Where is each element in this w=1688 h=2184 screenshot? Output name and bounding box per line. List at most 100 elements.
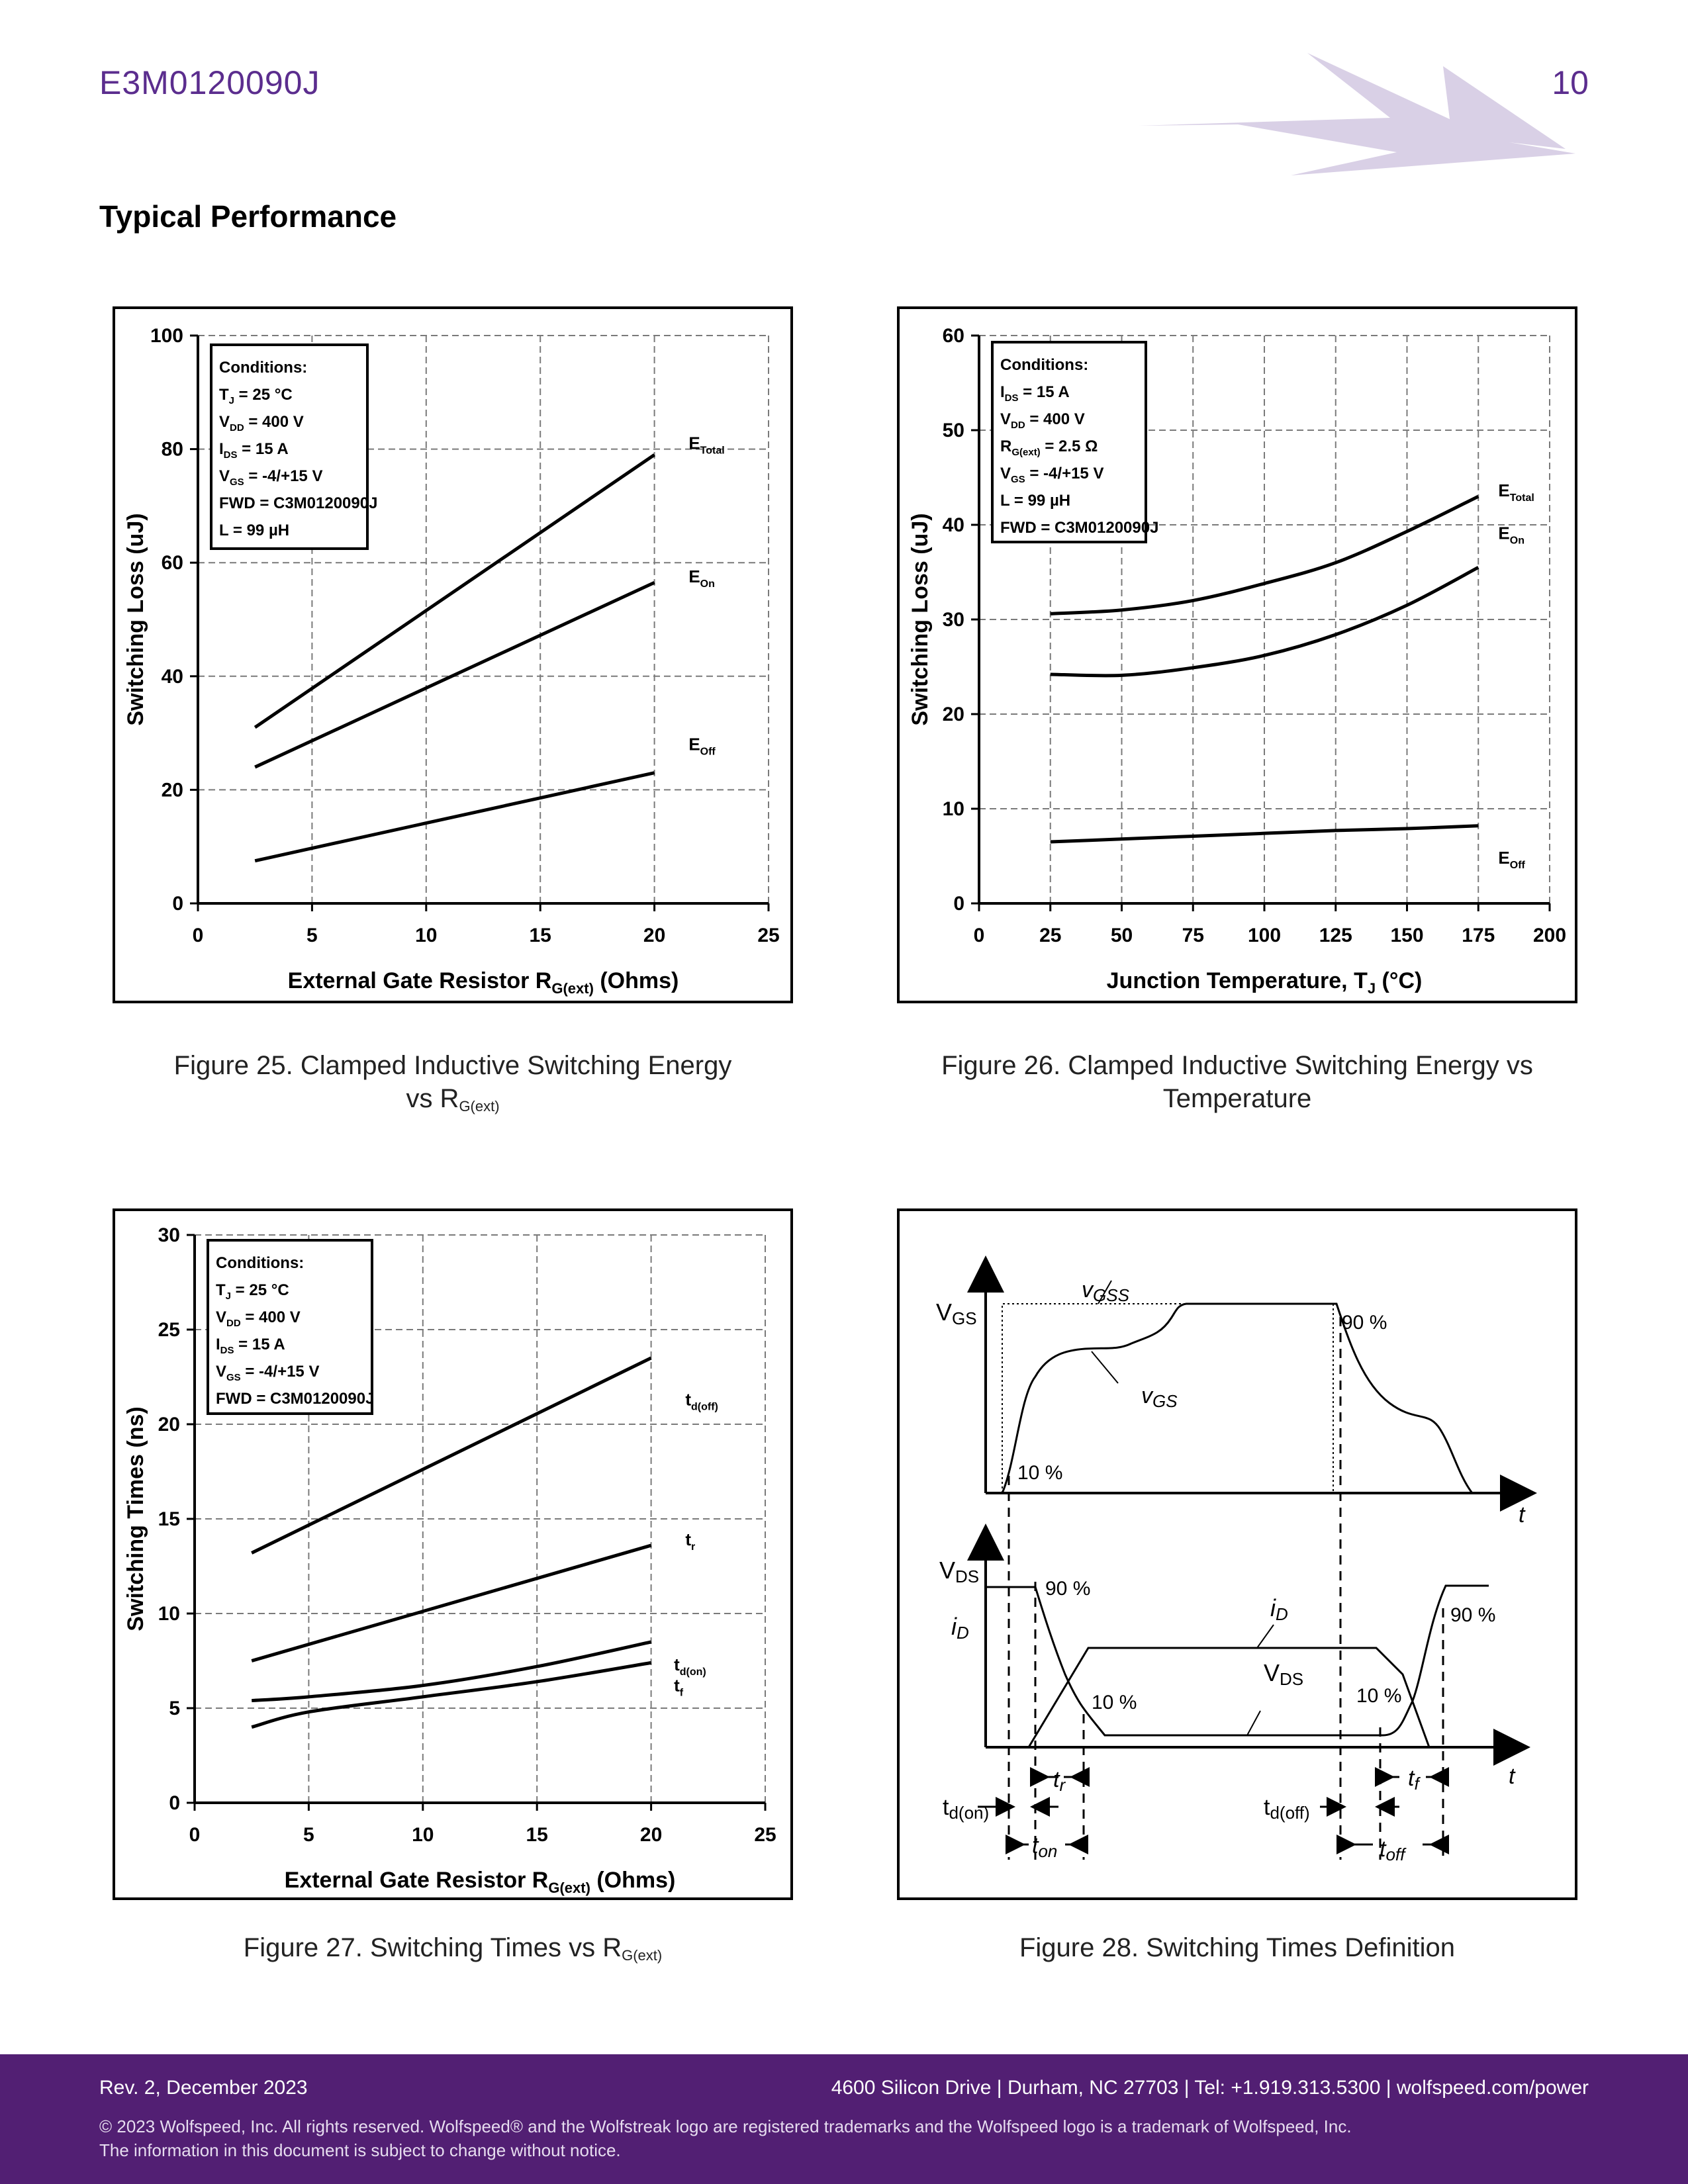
- vgs-axis-label: VGS: [936, 1298, 977, 1328]
- conditions-line: Conditions:: [219, 359, 307, 377]
- vds-90pct-right: 90 %: [1450, 1604, 1495, 1626]
- x-tick-label: 15: [526, 1824, 548, 1846]
- y-axis-label: Switching Loss (uJ): [908, 513, 933, 725]
- ton-label: ton: [1032, 1833, 1057, 1861]
- fig28-svg: VGS vGSS vGS 90 % 10 % t VDS iD 90 % 10 …: [936, 1255, 1537, 1864]
- conditions-line: VGS = -4/+15 V: [216, 1363, 319, 1383]
- section-title: Typical Performance: [99, 199, 397, 234]
- wolfstreak-logo-icon: [1139, 53, 1575, 175]
- figure-25-caption: Figure 25. Clamped Inductive Switching E…: [113, 1049, 793, 1123]
- series-line-eon: [1050, 566, 1479, 678]
- tdon-label: td(on): [943, 1795, 989, 1823]
- bottom-t-label: t: [1509, 1764, 1516, 1789]
- conditions-line: VDD = 400 V: [216, 1308, 301, 1329]
- toff-label: toff: [1380, 1837, 1407, 1864]
- vds-callout-line: [1246, 1710, 1261, 1736]
- vgs-10pct-label: 10 %: [1017, 1462, 1062, 1484]
- conditions-line: VGS = -4/+15 V: [1000, 465, 1103, 485]
- x-tick-label: 0: [974, 925, 985, 946]
- x-tick-label: 0: [189, 1824, 201, 1846]
- vgss-callout-line: [1098, 1280, 1112, 1304]
- x-tick-label: 10: [415, 925, 437, 946]
- series-label: EOn: [1498, 523, 1524, 546]
- y-tick-label: 20: [943, 704, 964, 725]
- series-label: EOff: [1498, 848, 1525, 871]
- conditions-box: [207, 1239, 373, 1415]
- series-line-eon: [254, 580, 655, 769]
- fig27-caption-main: Figure 27. Switching Times vs R: [243, 1933, 622, 1962]
- figure-25-chart: 0 5 10 15 20 25 0 20 40 60 80 100 External Gate Resi…: [113, 306, 793, 1003]
- y-tick-label: 20: [162, 779, 183, 801]
- series-line-tr: [251, 1543, 652, 1662]
- footer-notice: The information in this document is subj…: [99, 2140, 621, 2160]
- x-tick-label: 150: [1390, 925, 1423, 946]
- x-tick-label: 100: [1248, 925, 1281, 946]
- vgs-waveform: [1001, 1302, 1474, 1494]
- y-tick-label: 25: [158, 1319, 180, 1341]
- y-tick-label: 15: [158, 1508, 180, 1530]
- fig26-svg: 0 25 50 75 100 125 150 175 200 0 10 20 30 40 50 60 Junct…: [908, 325, 1566, 997]
- id-callout-line: [1256, 1624, 1274, 1649]
- tr-label: tr: [1053, 1767, 1066, 1795]
- conditions-line: VDD = 400 V: [219, 413, 304, 433]
- x-tick-label: 75: [1182, 925, 1204, 946]
- tf-label: tf: [1408, 1766, 1421, 1794]
- conditions-line: VDD = 400 V: [1000, 410, 1085, 431]
- x-axis-label: External Gate Resistor RG(ext) (Ohms): [285, 1868, 676, 1896]
- x-tick-label: 175: [1462, 925, 1495, 946]
- x-tick-label: 20: [640, 1824, 662, 1846]
- y-tick-label: 30: [158, 1224, 180, 1246]
- top-t-label: t: [1519, 1502, 1526, 1527]
- series-line-tdoff: [251, 1356, 652, 1555]
- conditions-line: VGS = -4/+15 V: [219, 467, 322, 488]
- fig26-caption-main: Figure 26. Clamped Inductive Switching E…: [941, 1051, 1533, 1080]
- conditions-line: L = 99 µH: [1000, 492, 1070, 510]
- page-footer: Rev. 2, December 2023 4600 Silicon Drive…: [0, 2054, 1688, 2184]
- y-tick-label: 100: [150, 325, 183, 347]
- x-tick-label: 20: [643, 925, 665, 946]
- page-number: 10: [1552, 64, 1589, 101]
- fig28-caption-main: Figure 28. Switching Times Definition: [1019, 1933, 1456, 1962]
- y-tick-label: 50: [943, 420, 964, 441]
- y-tick-label: 0: [169, 1792, 180, 1814]
- series-label: td(off): [685, 1389, 718, 1412]
- y-axis-label: Switching Loss (uJ): [123, 513, 148, 725]
- footer-copyright: © 2023 Wolfspeed, Inc. All rights reserv…: [99, 2116, 1352, 2136]
- y-tick-label: 0: [172, 893, 183, 915]
- x-tick-label: 5: [306, 925, 318, 946]
- conditions-line: FWD = C3M0120090J: [216, 1390, 374, 1408]
- x-tick-label: 200: [1533, 925, 1566, 946]
- series-label: td(on): [674, 1655, 706, 1678]
- x-tick-label: 10: [412, 1824, 434, 1846]
- figure-27-chart: 0 5 10 15 20 25 0 5 10 15 20 25 30 External Gate Resi…: [113, 1208, 793, 1900]
- series-line-eoff: [254, 771, 655, 863]
- y-tick-label: 80: [162, 439, 183, 461]
- footer-revision: Rev. 2, December 2023: [99, 2077, 308, 2099]
- conditions-line: IDS = 15 A: [1000, 383, 1070, 404]
- document-code: E3M0120090J: [99, 64, 320, 101]
- conditions-line: RG(ext) = 2.5 Ω: [1000, 437, 1098, 458]
- y-tick-label: 10: [943, 798, 964, 820]
- conditions-box: [991, 341, 1147, 543]
- y-axis-label: Switching Times (ns): [123, 1406, 148, 1631]
- id-axis-label: iD: [951, 1613, 969, 1643]
- y-tick-label: 20: [158, 1414, 180, 1435]
- series-label: ETotal: [1498, 480, 1534, 504]
- fig27-caption-sub: G(ext): [622, 1947, 663, 1964]
- y-tick-label: 30: [943, 609, 964, 631]
- conditions-line: L = 99 µH: [219, 522, 289, 539]
- vds-90pct-left: 90 %: [1045, 1578, 1090, 1600]
- y-tick-label: 60: [943, 325, 964, 347]
- x-tick-label: 25: [754, 1824, 776, 1846]
- tdoff-label: td(off): [1264, 1795, 1310, 1823]
- figure-28-caption: Figure 28. Switching Times Definition: [897, 1931, 1577, 1964]
- vgs-callout-line: [1091, 1351, 1119, 1384]
- y-tick-label: 60: [162, 552, 183, 574]
- series-line-eoff: [1050, 824, 1479, 844]
- vds-waveform: [986, 1584, 1489, 1737]
- x-axis-label: Junction Temperature, TJ (°C): [1107, 968, 1423, 997]
- vgss-dotted: [1002, 1303, 1186, 1493]
- series-label: ETotal: [688, 433, 724, 457]
- conditions-line: Conditions:: [216, 1254, 304, 1272]
- x-tick-label: 5: [303, 1824, 314, 1846]
